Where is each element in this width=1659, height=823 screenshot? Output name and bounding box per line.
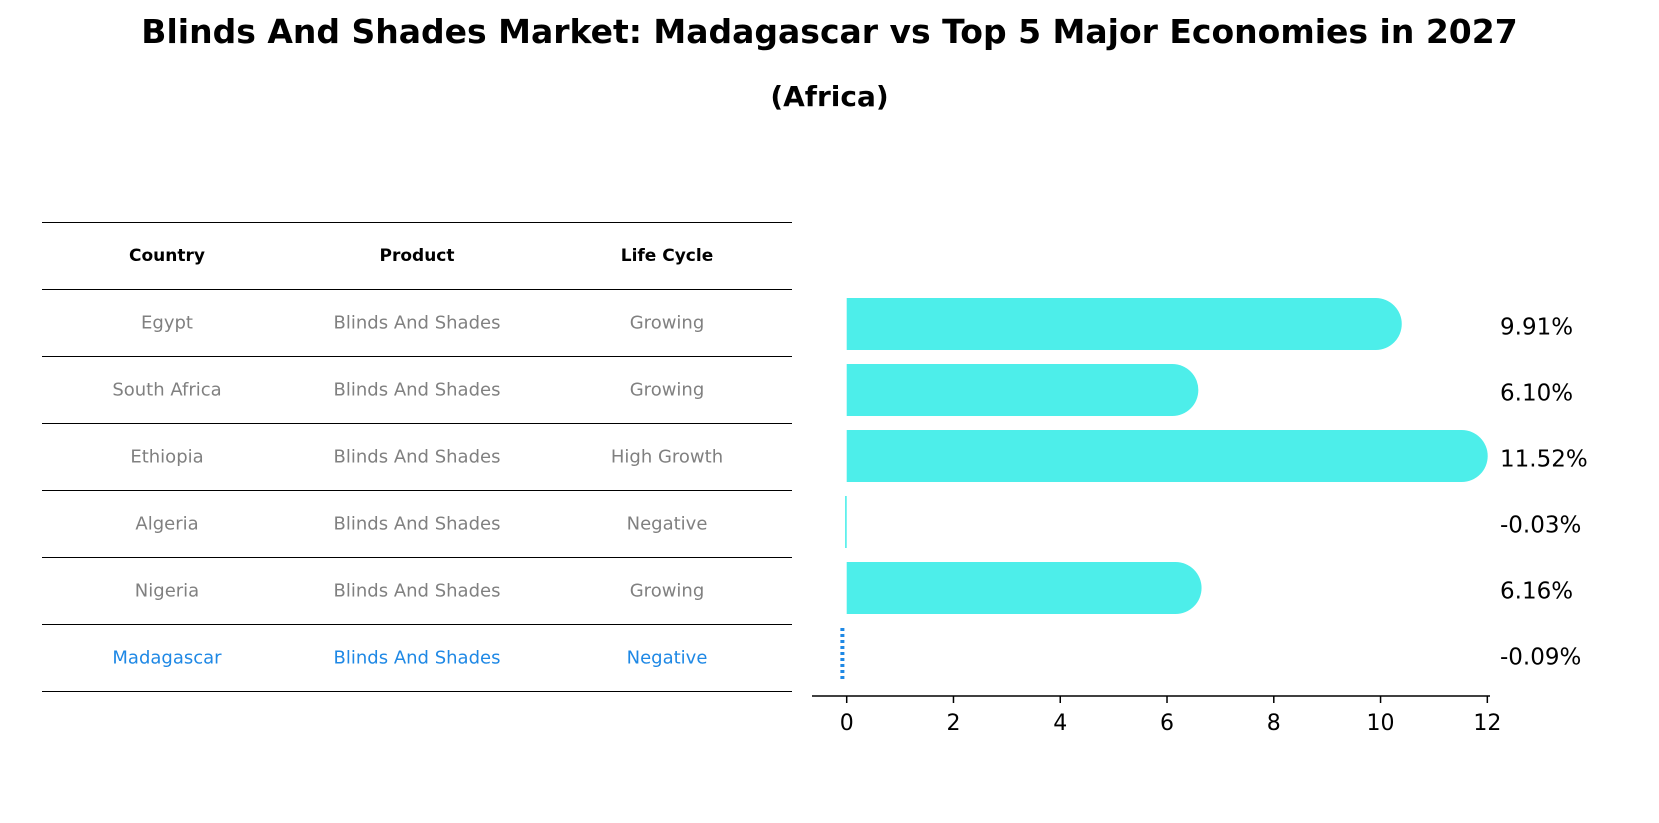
country-cell: South Africa	[112, 379, 222, 401]
table-row: Ethiopia Blinds And Shades High Growth	[42, 423, 792, 490]
country-cell: Nigeria	[134, 580, 200, 602]
data-label: -0.09%	[1500, 645, 1581, 671]
data-label: -0.03%	[1500, 513, 1581, 539]
chart-subtitle: (Africa)	[770, 80, 889, 113]
market-table: Country Product Life Cycle Egypt Blinds …	[42, 222, 792, 692]
bar	[846, 298, 1402, 350]
life-cycle-cell: Negative	[626, 647, 708, 669]
country-cell: Algeria	[135, 513, 199, 535]
table-row-highlighted: Madagascar Blinds And Shades Negative	[42, 624, 792, 692]
life-cycle-cell: Growing	[629, 580, 705, 602]
product-cell: Blinds And Shades	[333, 379, 501, 401]
x-tick-label: 0	[840, 711, 854, 736]
x-tick-label: 4	[1053, 711, 1067, 736]
x-tick-label: 6	[1160, 711, 1174, 736]
data-label: 9.91%	[1500, 315, 1573, 341]
data-label: 11.52%	[1500, 447, 1588, 473]
x-tick-label: 2	[946, 711, 960, 736]
bar	[845, 496, 847, 548]
product-cell: Blinds And Shades	[333, 647, 501, 669]
table-header-row: Country Product Life Cycle	[42, 222, 792, 289]
product-cell: Blinds And Shades	[333, 446, 501, 468]
product-cell: Blinds And Shades	[333, 513, 501, 535]
header-country: Country	[129, 246, 205, 266]
x-tick-label: 10	[1367, 711, 1395, 736]
chart-title: Blinds And Shades Market: Madagascar vs …	[141, 12, 1518, 51]
table-row: Algeria Blinds And Shades Negative	[42, 490, 792, 557]
table-row: Nigeria Blinds And Shades Growing	[42, 557, 792, 624]
bar	[846, 562, 1202, 614]
life-cycle-cell: High Growth	[610, 446, 724, 468]
country-cell: Egypt	[141, 312, 193, 334]
table-row: South Africa Blinds And Shades Growing	[42, 356, 792, 423]
life-cycle-cell: Growing	[629, 312, 705, 334]
data-label: 6.16%	[1500, 579, 1573, 605]
header-life-cycle: Life Cycle	[620, 246, 714, 266]
country-cell: Madagascar	[112, 647, 222, 669]
data-label: 6.10%	[1500, 381, 1573, 407]
life-cycle-cell: Growing	[629, 379, 705, 401]
bar	[846, 430, 1488, 482]
life-cycle-cell: Negative	[626, 513, 708, 535]
product-cell: Blinds And Shades	[333, 312, 501, 334]
table-row: Egypt Blinds And Shades Growing	[42, 289, 792, 356]
country-cell: Ethiopia	[130, 446, 204, 468]
bar	[846, 364, 1199, 416]
x-tick-label: 8	[1267, 711, 1281, 736]
header-product: Product	[379, 246, 455, 266]
product-cell: Blinds And Shades	[333, 580, 501, 602]
x-tick-label: 12	[1473, 711, 1501, 736]
